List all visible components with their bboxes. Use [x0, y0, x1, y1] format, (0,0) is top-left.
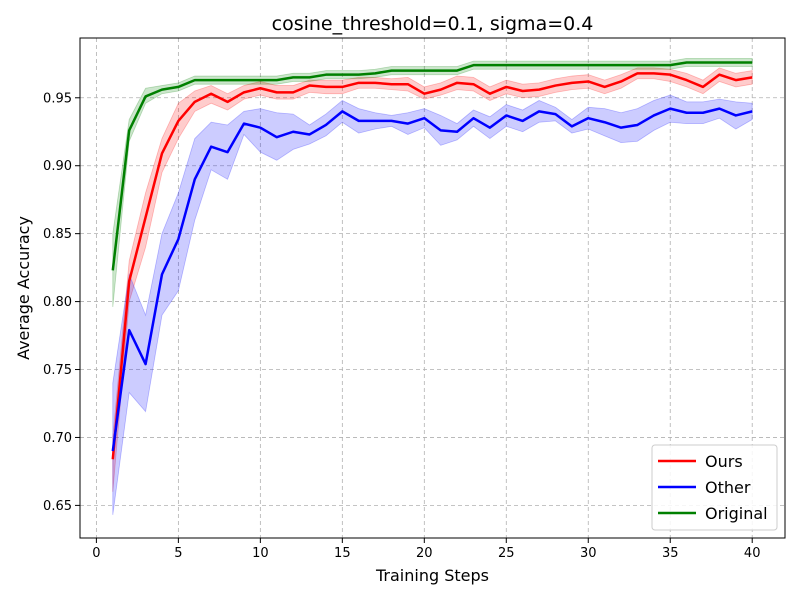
y-tick-label: 0.75	[43, 363, 72, 378]
series-line-original	[111, 61, 753, 271]
x-tick-label: 25	[498, 546, 515, 561]
series-line-ours	[111, 72, 753, 460]
x-tick-label: 10	[252, 546, 269, 561]
x-tick-label: 30	[580, 546, 597, 561]
confidence-bands	[112, 57, 753, 515]
plot-area-frame	[79, 37, 786, 539]
band-ours	[112, 67, 753, 492]
band-other	[112, 94, 753, 515]
x-tick-label: 0	[92, 546, 100, 561]
y-tick-label: 0.90	[43, 159, 72, 174]
band-original	[112, 57, 753, 308]
y-axis-ticks: 0.65 0.70 0.75 0.80 0.85 0.90 0.95	[43, 91, 80, 514]
x-tick-label: 15	[334, 546, 351, 561]
y-tick-label: 0.65	[43, 499, 72, 514]
y-tick-label: 0.70	[43, 431, 72, 446]
y-tick-label: 0.95	[43, 91, 72, 106]
series-line-other	[111, 107, 753, 452]
y-tick-label: 0.80	[43, 295, 72, 310]
y-tick-label: 0.85	[43, 227, 72, 242]
legend-box	[651, 444, 778, 531]
legend-label-other: Other	[705, 478, 751, 497]
chart-title: cosine_threshold=0.1, sigma=0.4	[272, 13, 594, 35]
legend: Ours Other Original	[651, 444, 778, 531]
x-tick-label: 5	[174, 546, 182, 561]
y-axis-title: Average Accuracy	[14, 216, 33, 360]
legend-label-original: Original	[705, 504, 768, 523]
x-axis-title: Training Steps	[375, 566, 489, 585]
x-tick-label: 20	[416, 546, 433, 561]
x-axis-ticks: 0 5 10 15 20 25 30 35 40	[92, 538, 760, 561]
x-tick-label: 40	[744, 546, 761, 561]
legend-label-ours: Ours	[705, 452, 743, 471]
x-tick-label: 35	[662, 546, 679, 561]
series-lines	[111, 61, 753, 460]
